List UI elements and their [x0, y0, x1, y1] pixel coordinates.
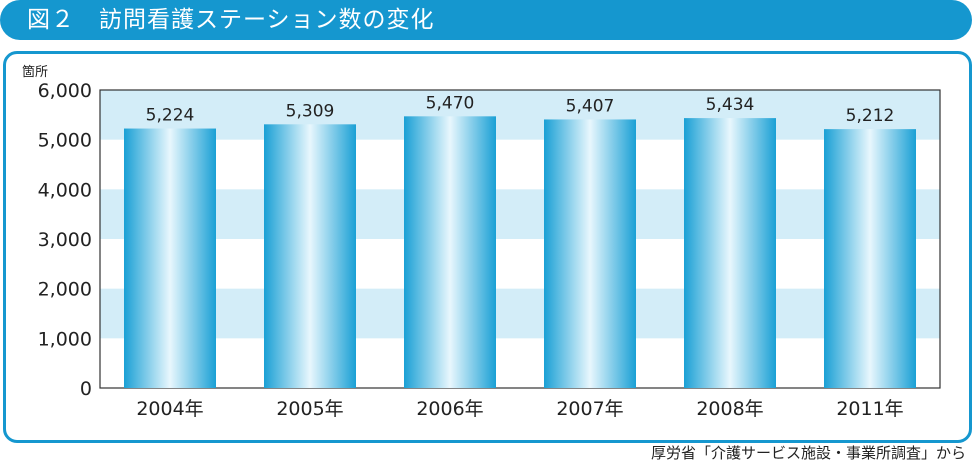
bar	[264, 124, 356, 388]
bar-value-label: 5,470	[426, 93, 475, 113]
bar-value-label: 5,212	[846, 106, 895, 126]
bar-value-label: 5,434	[706, 95, 755, 115]
bar	[824, 129, 916, 388]
source-note: 厚労省「介護サービス施設・事業所調査」から	[650, 444, 966, 462]
bar-value-label: 5,407	[566, 96, 615, 116]
y-tick-label: 4,000	[38, 179, 92, 201]
y-tick-label: 0	[80, 378, 92, 400]
grid-band	[100, 90, 940, 140]
chart-title: 図２ 訪問看護ステーション数の変化	[27, 7, 435, 33]
bar	[124, 128, 216, 389]
bar	[544, 119, 636, 388]
bar-value-label: 5,309	[286, 101, 335, 121]
y-tick-label: 1,000	[38, 328, 92, 350]
y-tick-label: 2,000	[38, 279, 92, 301]
grid-bands	[100, 90, 940, 339]
bar	[684, 118, 776, 389]
x-tick-label: 2006年	[416, 398, 483, 420]
y-axis-unit: 箇所	[22, 64, 48, 80]
x-tick-label: 2007年	[556, 398, 623, 420]
x-tick-label: 2011年	[836, 398, 903, 420]
bar-value-label: 5,224	[146, 106, 195, 126]
y-axis: 0 1,000 2,000 3,000 4,000 5,000 6,000	[38, 80, 92, 400]
y-tick-label: 6,000	[38, 80, 92, 102]
grid-band	[100, 189, 940, 239]
x-tick-label: 2004年	[136, 398, 203, 420]
grid-band	[100, 288, 940, 339]
plot-frame	[99, 89, 941, 389]
bars: 5,224 5,309 5,470 5,407 5,434 5,212	[124, 93, 916, 389]
x-axis: 2004年 2005年 2006年 2007年 2008年 2011年	[136, 398, 903, 420]
bar	[404, 116, 496, 388]
title-bar: 図２ 訪問看護ステーション数の変化	[0, 0, 972, 40]
x-tick-label: 2008年	[696, 398, 763, 420]
y-tick-label: 3,000	[38, 229, 92, 251]
y-tick-label: 5,000	[38, 130, 92, 152]
x-tick-label: 2005年	[276, 398, 343, 420]
